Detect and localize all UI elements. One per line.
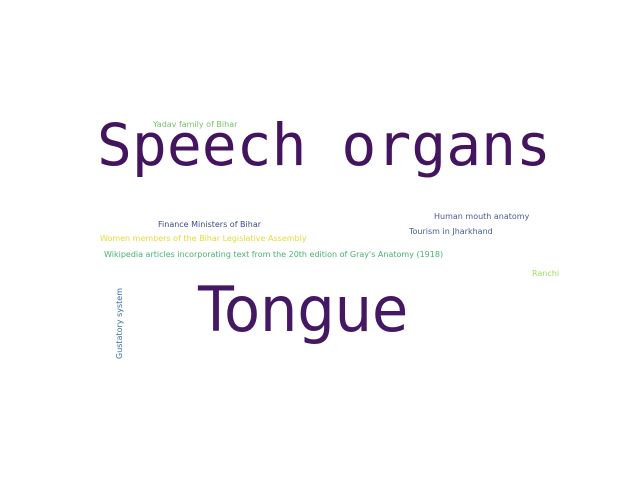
word-tongue: Tongue (198, 273, 409, 346)
word-speech-organs: Speech organs (97, 111, 551, 179)
word-wikipedia-grays-anatomy: Wikipedia articles incorporating text fr… (104, 250, 444, 259)
word-tourism-in-jharkhand: Tourism in Jharkhand (409, 227, 493, 236)
word-human-mouth-anatomy: Human mouth anatomy (434, 212, 530, 221)
word-yadav-family-of-bihar: Yadav family of Bihar (153, 120, 238, 129)
word-finance-ministers-of-bihar: Finance Ministers of Bihar (158, 220, 262, 229)
word-ranchi: Ranchi (532, 269, 560, 278)
word-women-members-bihar-legislative-assembly: Women members of the Bihar Legislative A… (100, 234, 307, 243)
word-gustatory-system: Gustatory system (115, 288, 124, 359)
